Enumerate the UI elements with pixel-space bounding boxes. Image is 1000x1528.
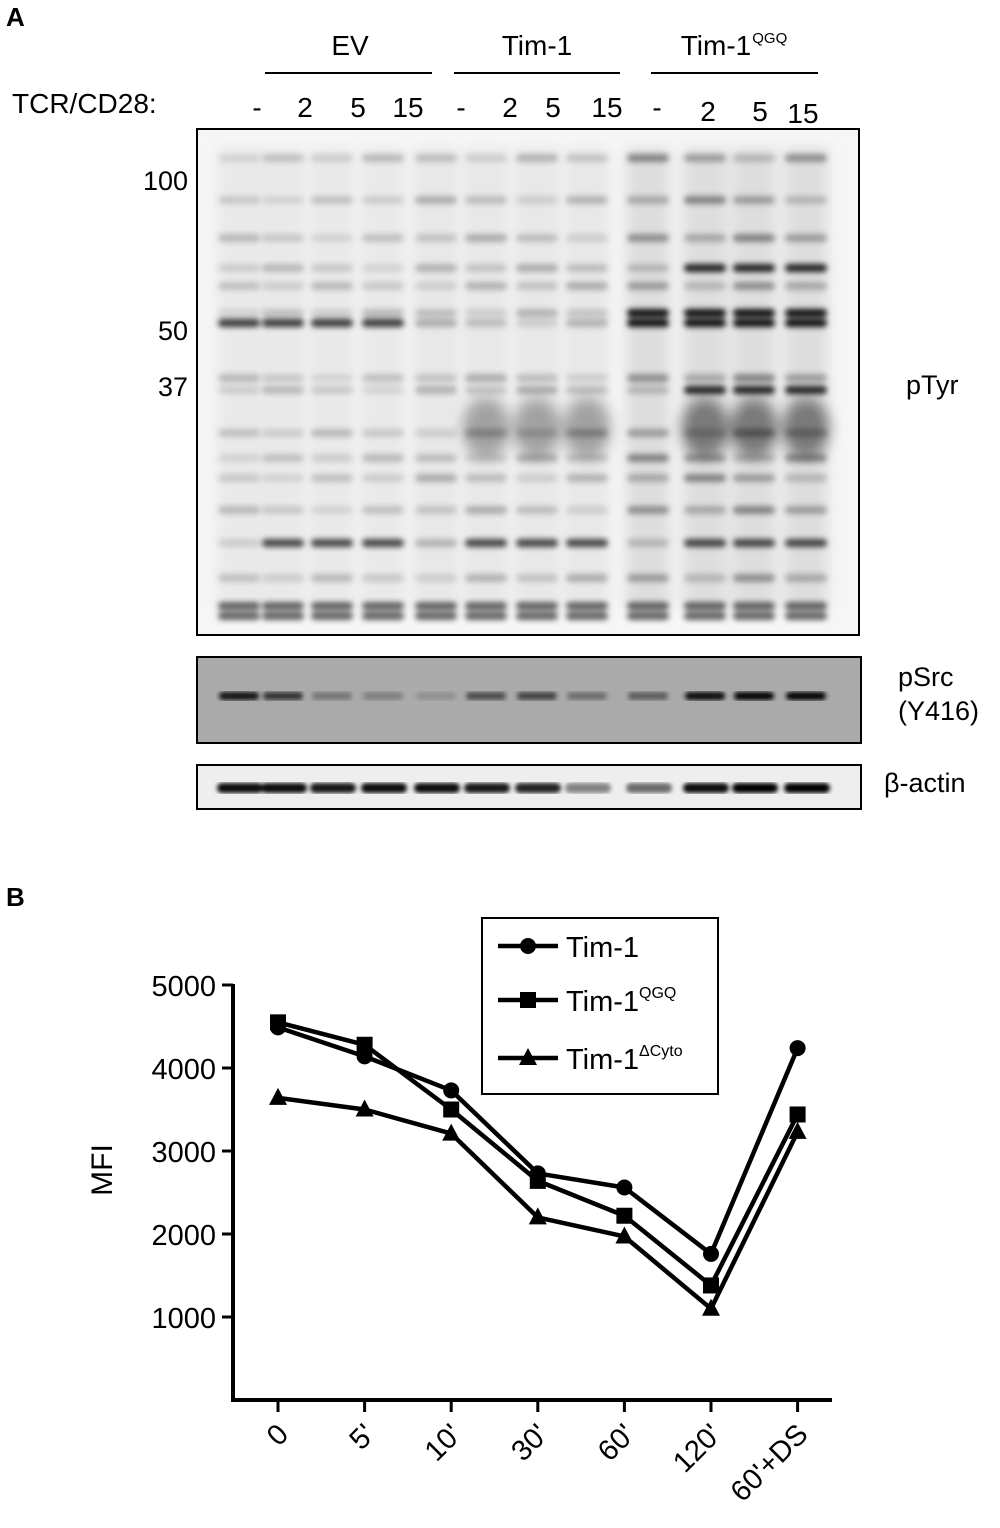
data-point (703, 1277, 719, 1294)
mfi-line-chart: Tim-1 Tim-1QGQ Tim-1ΔCyto 1000 2000 3000 4000… (86, 917, 832, 1508)
data-point (528, 1207, 547, 1225)
data-point (520, 992, 536, 1008)
data-point (702, 1298, 720, 1316)
x-tick-label: 60'+DS (725, 1418, 815, 1508)
data-point (789, 1106, 806, 1123)
x-tick-label: 60' (592, 1418, 641, 1467)
lane-label: 5 (752, 96, 768, 127)
lane-label: 5 (545, 92, 561, 123)
x-tick-label: 0 (261, 1418, 295, 1452)
chart-series (269, 1014, 807, 1316)
data-point (703, 1245, 719, 1262)
blot-label-ptyr: pTyr (906, 370, 959, 400)
series-line (277, 1095, 800, 1311)
lane-label: 5 (350, 92, 366, 123)
legend-label: Tim-1QGQ (566, 985, 676, 1018)
data-point (270, 1014, 286, 1031)
ptyr-blot-image (196, 128, 860, 636)
data-point (788, 1121, 807, 1139)
lane-label: - (456, 92, 466, 123)
lane-label: 15 (392, 92, 424, 123)
data-point (519, 1048, 537, 1065)
data-point (529, 1172, 546, 1189)
series-triangle (269, 1087, 807, 1316)
data-point (269, 1087, 287, 1105)
x-axis-ticks: 0 5' 10' 30' 60' 120'60'+DS (261, 1400, 815, 1508)
lane-label: 2 (297, 92, 313, 123)
y-axis-ticks: 1000 2000 3000 4000 5000 (151, 971, 233, 1335)
blot-label-psrc: pSrc (898, 662, 954, 692)
mw-marker-50: 50 (157, 316, 188, 346)
group-label-ev: EV (331, 30, 369, 61)
mw-marker-100: 100 (142, 166, 188, 196)
data-point (355, 1099, 374, 1117)
y-tick-label: 3000 (151, 1137, 216, 1169)
group-underline-tim1 (454, 72, 620, 74)
panel-b-letter: B (6, 882, 25, 912)
y-tick-label: 4000 (151, 1054, 216, 1086)
group-underline-tim1-qgq (651, 72, 818, 74)
data-point (443, 1082, 460, 1099)
panel-a-letter: A (6, 2, 25, 32)
group-underline-ev (265, 72, 432, 74)
mw-marker-37: 37 (157, 372, 188, 402)
data-point (616, 1207, 633, 1224)
group-label-tim1-qgq: Tim-1QGQ (680, 30, 788, 61)
lane-label: 2 (700, 96, 716, 127)
legend-label: Tim-1 (566, 932, 639, 964)
lane-label: 15 (591, 92, 623, 123)
chart-legend: Tim-1 Tim-1QGQ Tim-1ΔCyto (498, 932, 683, 1076)
data-point (789, 1040, 806, 1057)
data-point (443, 1101, 460, 1118)
blot-label-psrc-site: (Y416) (898, 696, 980, 726)
data-point (356, 1036, 373, 1053)
data-point (442, 1123, 461, 1141)
y-tick-label: 5000 (151, 971, 216, 1003)
lane-label: 15 (787, 98, 819, 129)
x-tick-label: 10' (419, 1418, 468, 1467)
data-point (616, 1179, 633, 1196)
group-label-tim1: Tim-1 (501, 30, 573, 61)
legend-label: Tim-1ΔCyto (566, 1043, 683, 1076)
data-point (615, 1226, 634, 1244)
x-tick-label: 5' (344, 1418, 382, 1456)
psrc-blot-image (196, 656, 862, 744)
y-axis-label: MFI (86, 1144, 119, 1196)
series-square (270, 1014, 806, 1294)
blot-label-beta-actin: β-actin (884, 768, 966, 798)
x-tick-label: 30' (505, 1418, 554, 1467)
x-tick-label: 120' (667, 1418, 728, 1479)
y-tick-label: 2000 (151, 1220, 216, 1252)
data-point (520, 938, 536, 954)
row-label-tcr-cd28: TCR/CD28: (12, 88, 157, 119)
actin-blot-image (196, 764, 862, 810)
lane-label: - (652, 92, 662, 123)
y-tick-label: 1000 (151, 1303, 216, 1335)
lane-label: 2 (502, 92, 518, 123)
lane-label: - (252, 92, 262, 123)
